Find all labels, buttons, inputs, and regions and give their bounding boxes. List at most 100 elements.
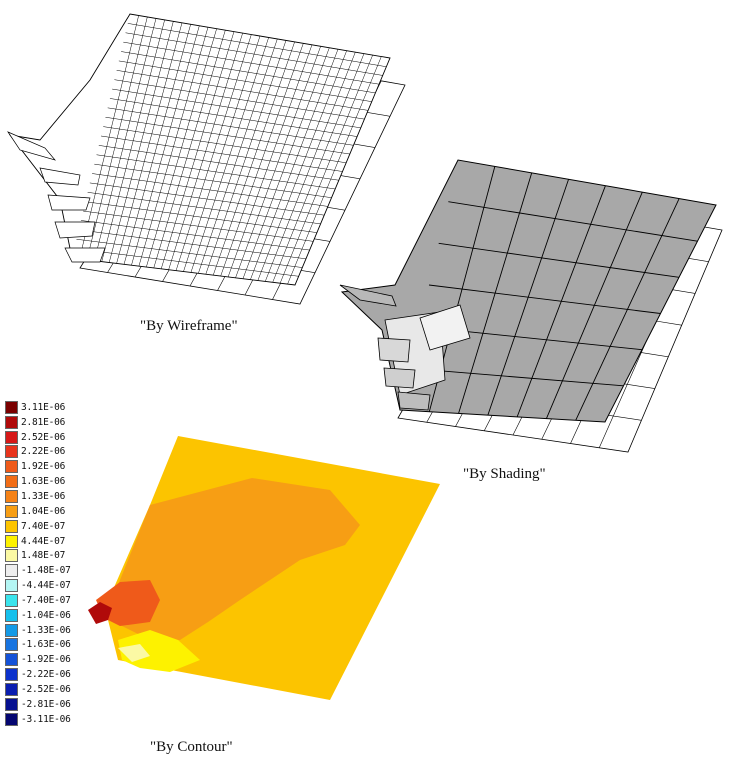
wireframe-surface-grid-line	[80, 220, 310, 251]
legend-swatch	[5, 668, 18, 682]
wireframe-corner-folds	[7, 131, 106, 263]
legend-label: -3.11E-06	[21, 713, 71, 725]
legend-label: 1.92E-06	[21, 461, 66, 473]
legend-swatch	[5, 579, 18, 593]
legend-item: 1.92E-06	[5, 459, 85, 474]
contour-zone-1.48e-07	[118, 644, 150, 662]
legend-item: -2.52E-06	[5, 682, 85, 697]
legend-swatch	[5, 697, 18, 711]
legend-swatch	[5, 460, 18, 474]
shading-corner-folds	[339, 284, 471, 411]
legend-swatch	[5, 608, 18, 622]
legend-label: 1.04E-06	[21, 505, 66, 517]
legend-label: -2.22E-06	[21, 669, 71, 681]
legend-swatch	[5, 415, 18, 429]
contour-zone-1.04e-06	[108, 478, 360, 640]
wireframe-surface-grid-line	[96, 154, 336, 190]
legend-label: -1.33E-06	[21, 624, 71, 636]
legend-label: 1.48E-07	[21, 550, 66, 562]
legend-swatch	[5, 712, 18, 726]
legend-swatch	[5, 549, 18, 563]
shading-surface-grid-line	[409, 367, 624, 387]
legend-item: -1.04E-06	[5, 608, 85, 623]
shading-caption: "By Shading"	[463, 466, 546, 482]
legend-swatch	[5, 593, 18, 607]
wireframe-surface-grid-line	[114, 79, 365, 120]
wireframe-surface-grid-line	[125, 32, 383, 76]
legend-item: -3.11E-06	[5, 712, 85, 727]
wireframe-surface-grid-line	[98, 145, 339, 181]
legend-label: -1.63E-06	[21, 639, 71, 651]
legend-swatch	[5, 564, 18, 578]
legend-swatch	[5, 489, 18, 503]
wireframe-surface-grid-line	[89, 182, 325, 216]
legend-label: -1.04E-06	[21, 609, 71, 621]
legend-label: -1.92E-06	[21, 654, 71, 666]
wireframe-surface-grid-line	[85, 201, 317, 233]
contour-zone-3.11e-06	[88, 602, 112, 624]
shading-plot	[339, 159, 723, 453]
wireframe-surface-grid-line	[83, 210, 314, 242]
legend-item: 4.44E-07	[5, 534, 85, 549]
wireframe-surface-grid-line	[92, 173, 328, 207]
legend-swatch	[5, 430, 18, 444]
wireframe-surface-grid	[74, 15, 387, 285]
legend-label: -4.44E-07	[21, 580, 71, 592]
wireframe-surface-grid-line	[116, 70, 369, 111]
legend-item: 7.40E-07	[5, 519, 85, 534]
legend-label: -7.40E-07	[21, 594, 71, 606]
wireframe-surface-grid-line	[109, 98, 358, 137]
wireframe-surface-grid-line	[112, 88, 361, 129]
legend-swatch	[5, 653, 18, 667]
wireframe-surface-grid-line	[103, 126, 347, 164]
wireframe-surface-grid-line	[123, 41, 380, 85]
legend-swatch	[5, 475, 18, 489]
wireframe-caption: "By Wireframe"	[140, 318, 238, 334]
contour-plot	[88, 436, 440, 700]
legend-label: 4.44E-07	[21, 535, 66, 547]
legend-item: 3.11E-06	[5, 400, 85, 415]
legend-swatch	[5, 504, 18, 518]
legend-swatch	[5, 623, 18, 637]
legend-swatch	[5, 519, 18, 533]
legend-swatch	[5, 682, 18, 696]
wireframe-surface-grid-line	[121, 51, 376, 94]
legend-item: 1.33E-06	[5, 489, 85, 504]
legend-item: -1.63E-06	[5, 638, 85, 653]
wireframe-surface-grid-line	[76, 238, 303, 268]
contour-zone-1.63e-06	[96, 580, 160, 626]
legend-item: 2.22E-06	[5, 445, 85, 460]
legend-label: -2.52E-06	[21, 683, 71, 695]
legend-item: 2.81E-06	[5, 415, 85, 430]
shading-surface-grid-line	[448, 201, 698, 242]
wireframe-surface-grid-line	[118, 60, 372, 102]
contour-legend: 3.11E-06 2.81E-06 2.52E-06 2.22E-06 1.92E-06…	[5, 400, 85, 727]
legend-item: -2.22E-06	[5, 667, 85, 682]
legend-label: 2.52E-06	[21, 431, 66, 443]
wireframe-surface-grid-line	[127, 23, 387, 67]
legend-label: 7.40E-07	[21, 520, 66, 532]
wireframe-plot	[7, 13, 406, 305]
legend-label: 1.63E-06	[21, 476, 66, 488]
wireframe-surface-grid-line	[78, 229, 306, 260]
wireframe-surface-grid-line	[107, 107, 354, 146]
legend-swatch	[5, 400, 18, 414]
contour-caption: "By Contour"	[150, 739, 233, 755]
legend-item: -1.48E-07	[5, 563, 85, 578]
legend-label: -1.48E-07	[21, 565, 71, 577]
legend-label: 1.33E-06	[21, 490, 66, 502]
legend-item: -2.81E-06	[5, 697, 85, 712]
legend-item: 1.04E-06	[5, 504, 85, 519]
wireframe-surface-grid-line	[87, 192, 321, 225]
legend-item: -4.44E-07	[5, 578, 85, 593]
legend-item: -1.92E-06	[5, 652, 85, 667]
contour-zone-4.44e-07	[118, 630, 200, 672]
legend-label: -2.81E-06	[21, 698, 71, 710]
shading-surface-grid-line	[438, 242, 680, 278]
wireframe-surface-grid-line	[100, 135, 343, 172]
wireframe-surface-grid-line	[94, 163, 332, 198]
legend-item: -1.33E-06	[5, 623, 85, 638]
wireframe-surface-grid-line	[74, 248, 299, 277]
legend-swatch	[5, 445, 18, 459]
